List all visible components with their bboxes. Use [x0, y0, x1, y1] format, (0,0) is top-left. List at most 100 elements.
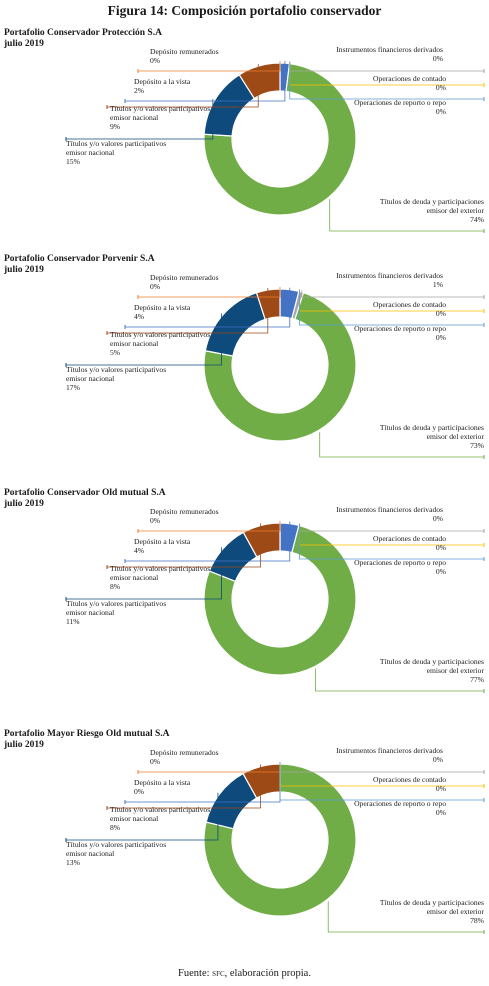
slice-label-repo-operations: Operaciones de reporto o repo	[354, 558, 446, 567]
slice-value-national-equity-b: 8%	[110, 582, 121, 591]
slice-value-exterior-debt: 78%	[470, 916, 485, 925]
leader-line-national-equity-a	[66, 99, 214, 140]
slice-label-sight-deposit: Depósito a la vista	[134, 778, 191, 787]
source-note: Fuente: sfc, elaboración propia.	[0, 968, 489, 979]
slice-label-national-equity-b: Títulos y/o valores participativos emisor…	[110, 805, 210, 823]
chart-subtitle: julio 2019	[4, 265, 44, 275]
slice-value-repo-operations: 0%	[436, 107, 447, 116]
slice-label-spot-operations: Operaciones de contado	[373, 534, 446, 543]
slice-label-national-equity-b: Títulos y/o valores participativos emisor…	[110, 104, 210, 122]
leader-line-sight-deposit	[125, 61, 286, 102]
slice-label-national-equity-a: Títulos y/o valores participativos emisor…	[66, 139, 166, 157]
slice-value-repo-operations: 0%	[436, 808, 447, 817]
slice-value-spot-operations: 0%	[436, 83, 447, 92]
leader-line-national-equity-b	[107, 64, 259, 108]
slice-label-paid-deposit: Depósito remunerados	[150, 748, 219, 757]
slice-label-derivatives: Instrumentos financieros derivados	[336, 271, 443, 280]
slice-value-derivatives: 0%	[433, 755, 444, 764]
leader-line-exterior-debt	[327, 901, 484, 933]
leader-line-national-equity-a	[66, 313, 222, 366]
donut-chart-mayor-riesgo: Títulos de deuda y participaciones emisor…	[65, 746, 485, 934]
slice-label-sight-deposit: Depósito a la vista	[134, 537, 191, 546]
chart-title: Portafolio Conservador Old mutual S.A	[4, 488, 166, 498]
leader-line-national-equity-b	[107, 764, 261, 809]
slice-label-derivatives: Instrumentos financieros derivados	[336, 746, 443, 755]
slice-value-paid-deposit: 0%	[150, 757, 161, 766]
source-prefix: Fuente:	[178, 968, 213, 979]
leader-line-paid-deposit	[138, 61, 281, 72]
leader-line-national-equity-a	[66, 547, 222, 600]
leader-line-national-equity-b	[107, 523, 262, 568]
slice-label-exterior-debt: Títulos de deuda y participaciones emisor…	[380, 898, 485, 916]
slice-exterior-debt	[203, 62, 357, 216]
chart-subtitle: julio 2019	[4, 39, 44, 49]
leader-line-derivatives	[289, 61, 484, 72]
leader-line-exterior-debt	[329, 199, 484, 232]
slice-exterior-debt	[203, 291, 357, 442]
slice-exterior-debt	[203, 763, 357, 917]
slice-value-spot-operations: 0%	[436, 309, 447, 318]
chart-title: Portafolio Conservador Porvenir S.A	[4, 254, 155, 264]
slice-label-national-equity-b: Títulos y/o valores participativos emisor…	[110, 564, 210, 582]
slice-label-repo-operations: Operaciones de reporto o repo	[354, 98, 446, 107]
chart-subtitle: julio 2019	[4, 740, 44, 750]
slice-value-national-equity-b: 9%	[110, 122, 121, 131]
slice-national-equity-a	[204, 291, 266, 357]
slice-value-sight-deposit: 0%	[134, 787, 145, 796]
slice-value-exterior-debt: 73%	[470, 441, 485, 450]
slice-label-repo-operations: Operaciones de reporto o repo	[354, 799, 446, 808]
chart-panel-mayor-riesgo: Títulos de deuda y participaciones emisor…	[0, 729, 489, 954]
chart-subtitle: julio 2019	[4, 499, 44, 509]
slice-value-derivatives: 0%	[433, 514, 444, 523]
slice-label-national-equity-a: Títulos y/o valores participativos emisor…	[66, 365, 166, 383]
slice-label-spot-operations: Operaciones de contado	[373, 300, 446, 309]
slice-value-national-equity-a: 17%	[66, 383, 81, 392]
slice-value-paid-deposit: 0%	[150, 56, 161, 65]
chart-title: Portafolio Mayor Riesgo Old mutual S.A	[4, 729, 170, 739]
slice-label-sight-deposit: Depósito a la vista	[134, 77, 191, 86]
slice-label-repo-operations: Operaciones de reporto o repo	[354, 324, 446, 333]
slice-exterior-debt	[203, 524, 357, 676]
slice-value-sight-deposit: 4%	[134, 546, 145, 555]
slice-value-paid-deposit: 0%	[150, 282, 161, 291]
slice-value-sight-deposit: 4%	[134, 312, 145, 321]
slice-value-exterior-debt: 77%	[470, 675, 485, 684]
figure-title: Figura 14: Composición portafolio conser…	[107, 3, 382, 18]
leader-line-derivatives	[298, 523, 484, 532]
slice-value-derivatives: 1%	[433, 280, 444, 289]
slice-national-equity-b	[255, 288, 281, 321]
slice-value-national-equity-a: 11%	[66, 617, 80, 626]
leader-line-sight-deposit	[125, 521, 291, 562]
slice-label-exterior-debt: Títulos de deuda y participaciones emisor…	[380, 197, 485, 215]
slice-value-national-equity-b: 8%	[110, 823, 121, 832]
donut-chart-porvenir: Títulos de deuda y participaciones emisor…	[65, 271, 485, 459]
slice-label-spot-operations: Operaciones de contado	[373, 775, 446, 784]
slice-value-spot-operations: 0%	[436, 543, 447, 552]
leader-line-derivatives	[301, 290, 484, 298]
slice-label-national-equity-a: Títulos y/o valores participativos emisor…	[66, 599, 166, 617]
leader-line-exterior-debt	[319, 432, 484, 458]
slice-label-derivatives: Instrumentos financieros derivados	[336, 505, 443, 514]
slice-label-paid-deposit: Depósito remunerados	[150, 273, 219, 282]
leader-line-repo-operations	[279, 762, 484, 801]
slice-label-derivatives: Instrumentos financieros derivados	[336, 45, 443, 54]
slice-label-exterior-debt: Títulos de deuda y participaciones emisor…	[380, 657, 485, 675]
slice-label-paid-deposit: Depósito remunerados	[150, 507, 219, 516]
leader-line-national-equity-b	[107, 287, 269, 334]
slice-value-national-equity-b: 5%	[110, 348, 121, 357]
leader-line-exterior-debt	[315, 668, 484, 692]
leader-line-paid-deposit	[138, 521, 281, 532]
slice-label-national-equity-b: Títulos y/o valores participativos emisor…	[110, 330, 210, 348]
leader-line-repo-operations	[298, 523, 484, 560]
slice-value-spot-operations: 0%	[436, 784, 447, 793]
donut-chart-old-mutual: Títulos de deuda y participaciones emisor…	[65, 505, 485, 693]
slice-value-sight-deposit: 2%	[134, 86, 145, 95]
slice-label-spot-operations: Operaciones de contado	[373, 74, 446, 83]
slice-label-national-equity-a: Títulos y/o valores participativos emisor…	[66, 840, 166, 858]
source-agency: sfc	[212, 968, 225, 979]
slice-label-exterior-debt: Títulos de deuda y participaciones emisor…	[380, 423, 485, 441]
slice-value-national-equity-a: 13%	[66, 858, 81, 867]
chart-title: Portafolio Conservador Protección S.A	[4, 28, 162, 38]
slice-value-repo-operations: 0%	[436, 333, 447, 342]
leader-line-national-equity-a	[66, 792, 219, 841]
